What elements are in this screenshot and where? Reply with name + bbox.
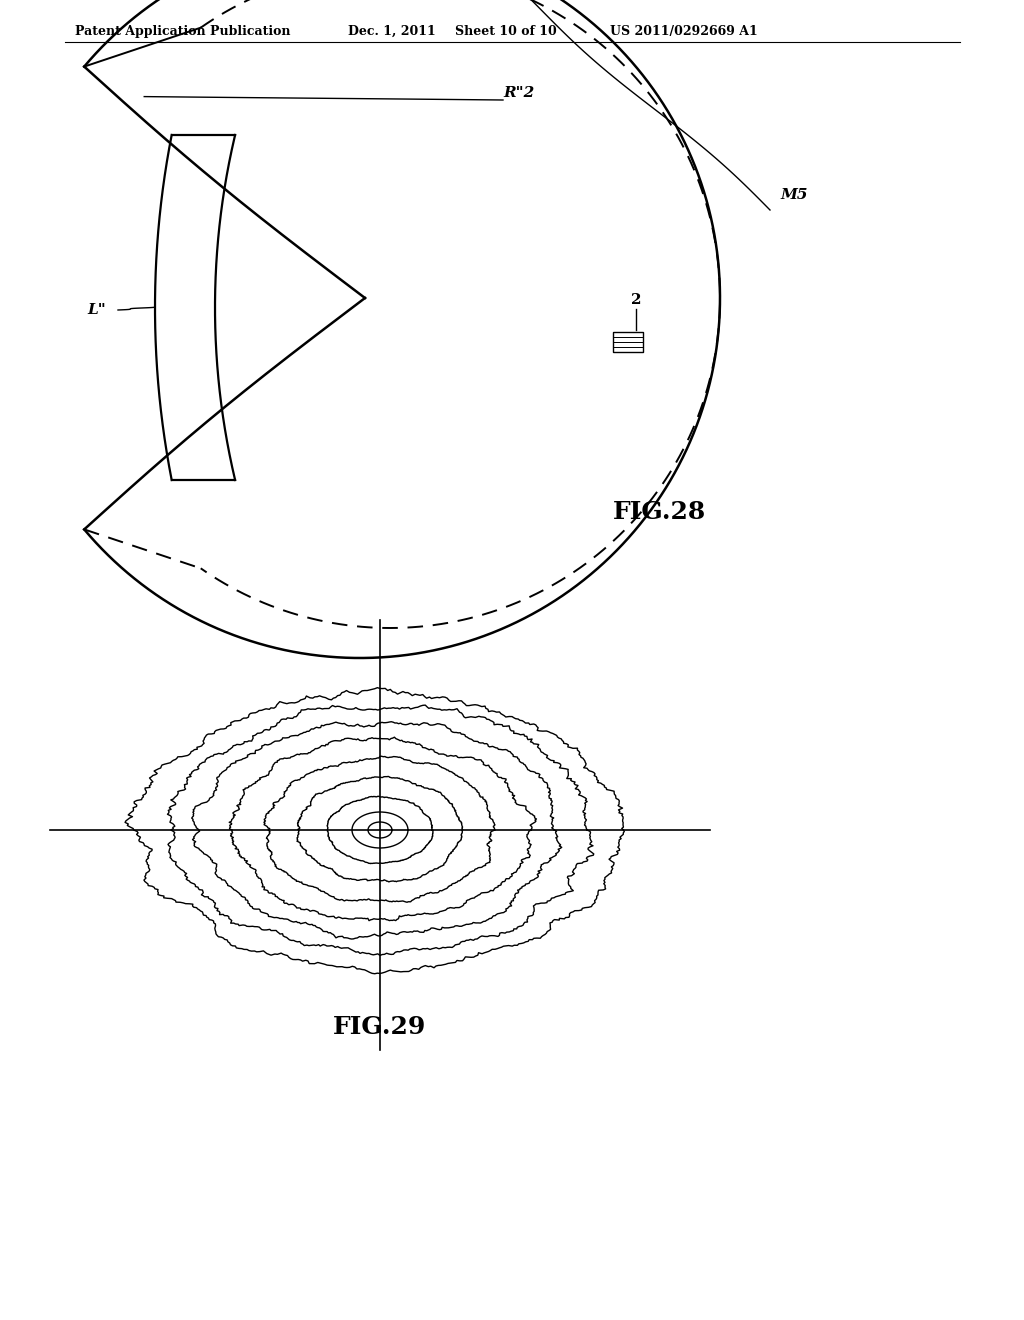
Text: US 2011/0292669 A1: US 2011/0292669 A1: [610, 25, 758, 38]
Text: L": L": [87, 304, 106, 317]
Text: R"2: R"2: [503, 86, 535, 100]
Text: Patent Application Publication: Patent Application Publication: [75, 25, 291, 38]
Text: M5: M5: [780, 187, 808, 202]
Text: 2: 2: [631, 293, 641, 308]
Bar: [613, 333, 643, 352]
Text: FIG.28: FIG.28: [613, 500, 707, 524]
Text: Dec. 1, 2011: Dec. 1, 2011: [348, 25, 436, 38]
Text: Sheet 10 of 10: Sheet 10 of 10: [455, 25, 557, 38]
Text: FIG.29: FIG.29: [334, 1015, 427, 1039]
